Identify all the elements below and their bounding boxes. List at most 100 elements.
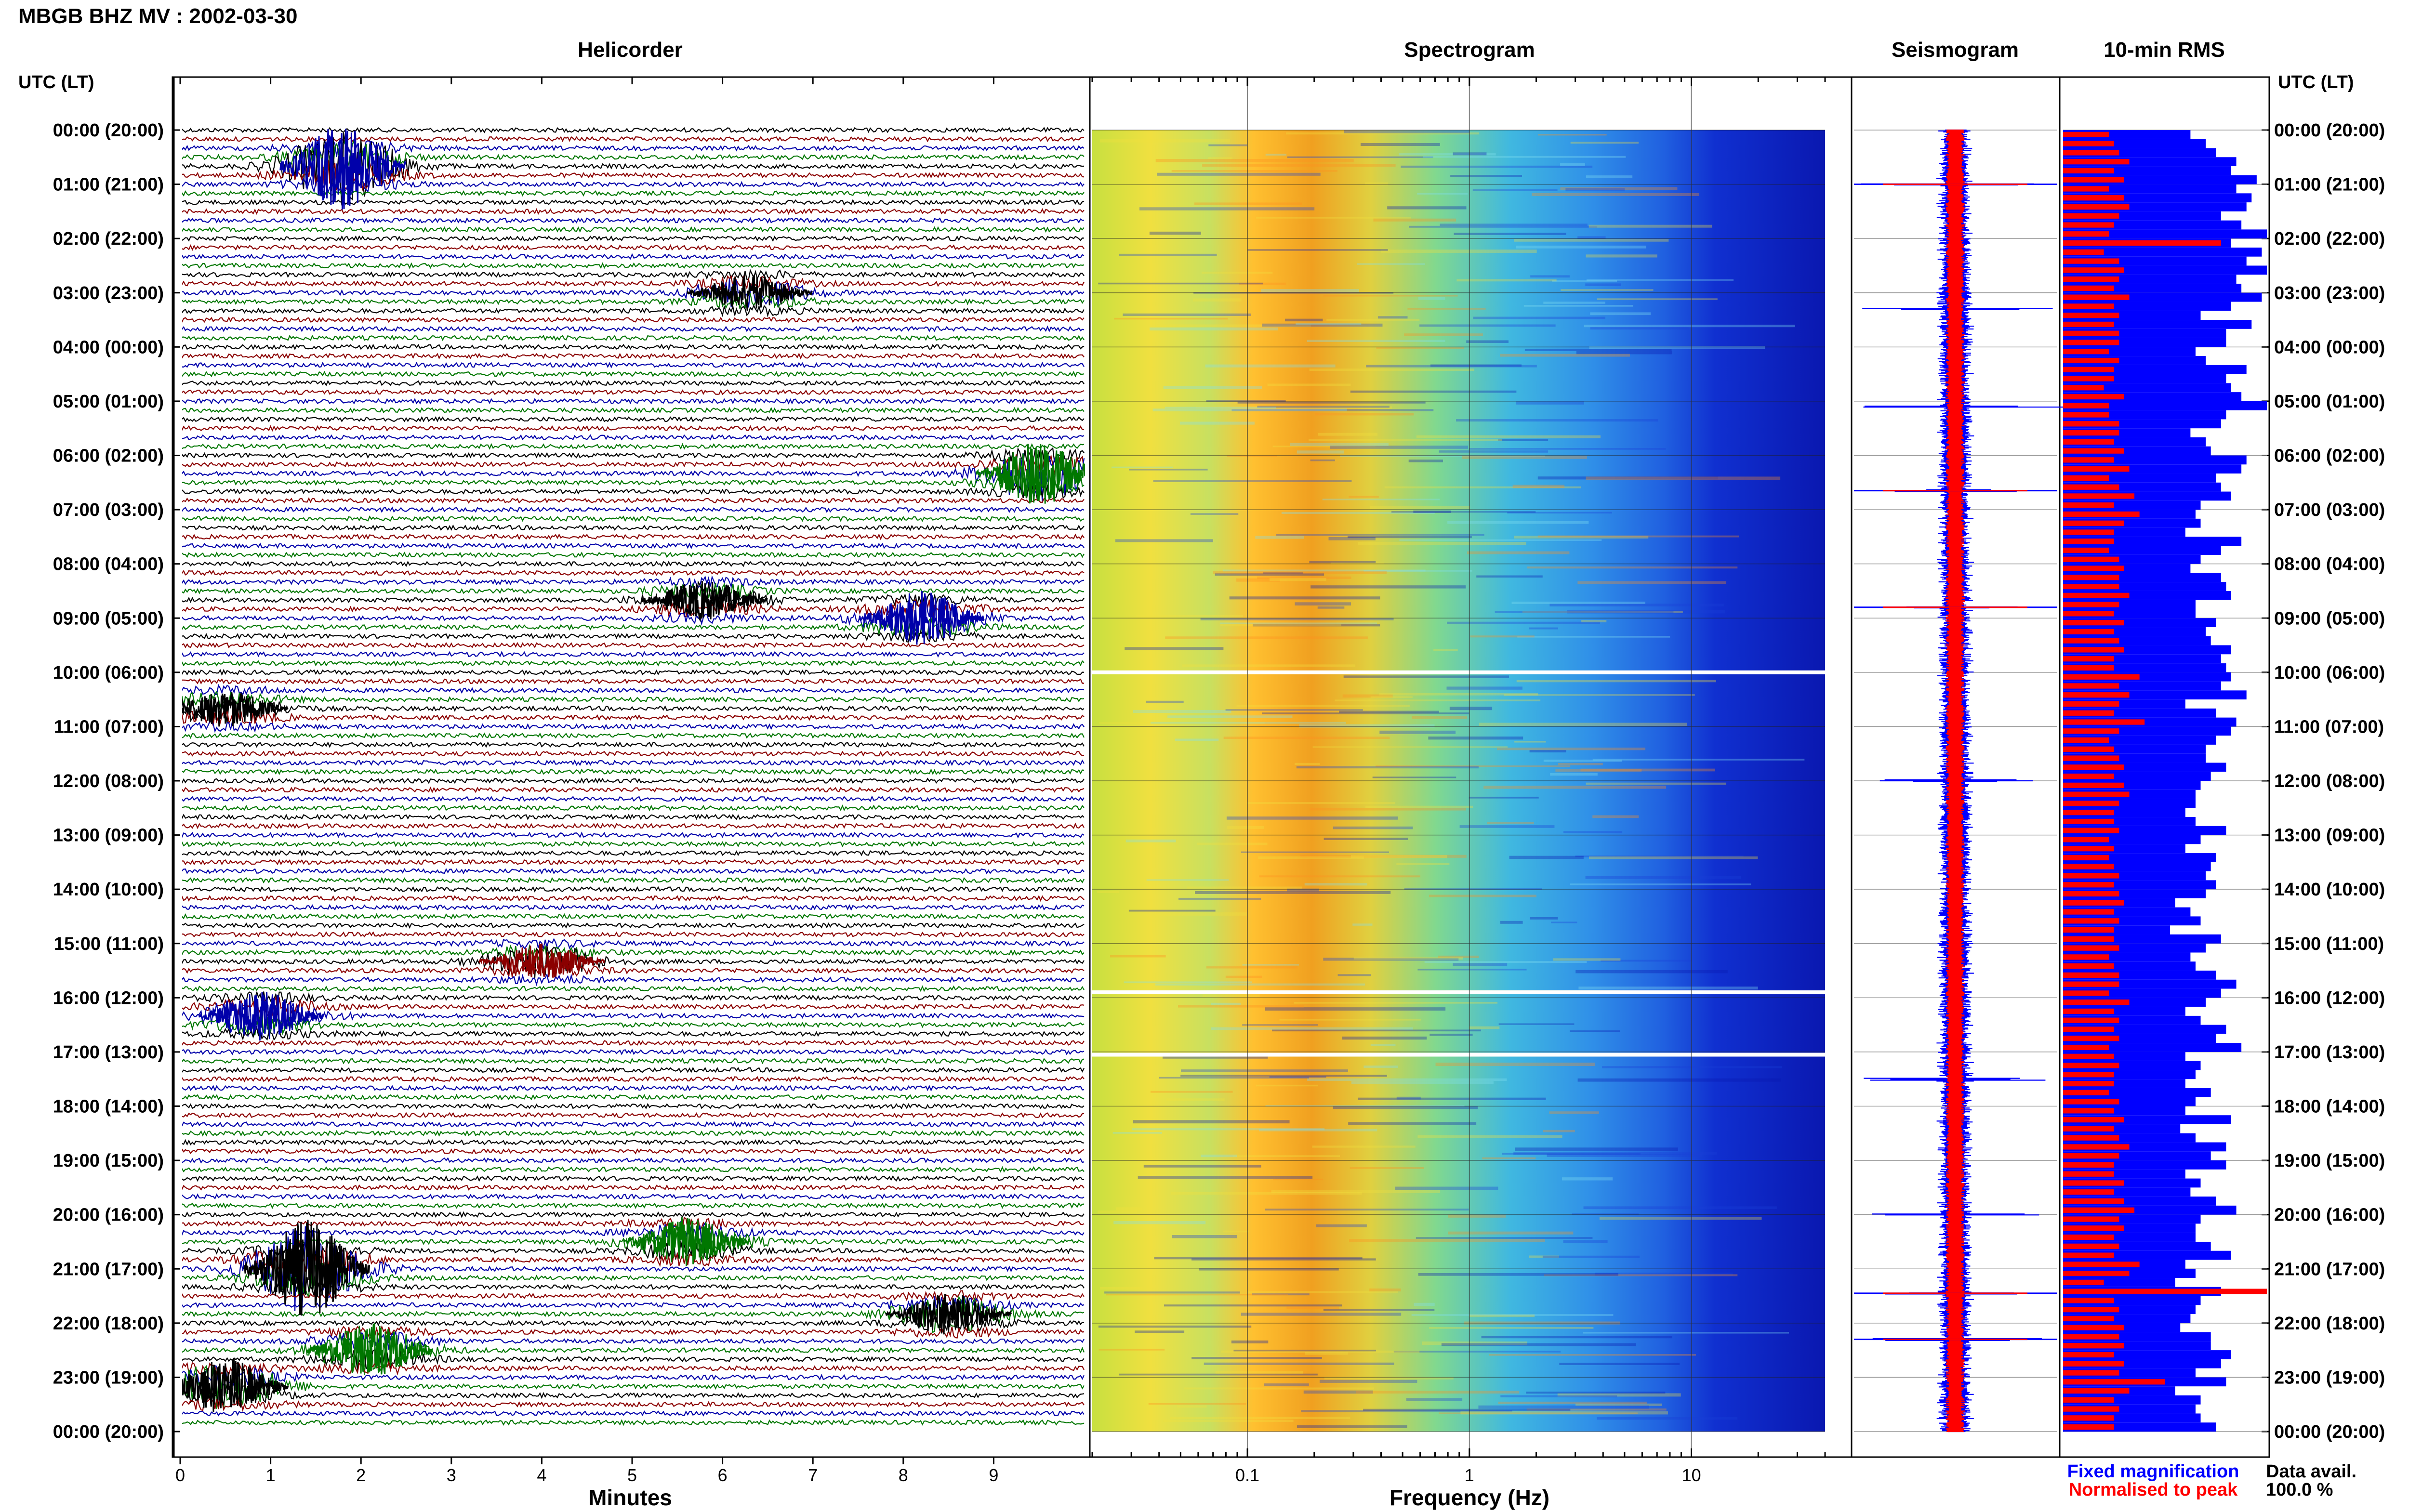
spectrogram-streak	[1286, 888, 1319, 892]
rms-bar-normalised	[2063, 1397, 2114, 1403]
spectrogram-streak	[1404, 333, 1483, 337]
spectrogram-streak	[1194, 202, 1303, 205]
spectrogram-streak	[1181, 1069, 1348, 1072]
helicorder-event	[243, 1220, 371, 1316]
helicorder-trace	[182, 425, 1085, 432]
helicorder-trace	[182, 598, 1085, 620]
rms-bar-normalised	[2063, 936, 2114, 942]
helicorder-trace	[182, 944, 1085, 961]
time-label-left: 14:00 (10:00)	[53, 880, 164, 900]
time-label-left: 04:00 (00:00)	[53, 337, 164, 357]
data-availability-value: 100.0 %	[2266, 1480, 2333, 1500]
spectrogram-streak	[1586, 254, 1657, 258]
spectrogram-streak	[1516, 245, 1646, 249]
rms-bar-normalised	[2063, 511, 2140, 517]
spectrogram-streak	[1263, 572, 1303, 574]
legend-normalised-to-peak: Normalised to peak	[2069, 1480, 2238, 1500]
spectrogram-streak	[1237, 401, 1426, 404]
rms-bar-normalised	[2063, 945, 2119, 951]
spectrogram-streak	[1516, 401, 1584, 405]
helicorder-trace	[182, 741, 1085, 748]
spectrogram-streak	[1322, 499, 1440, 500]
rms-bar-normalised	[2063, 340, 2119, 345]
rms-bar-normalised	[2063, 818, 2114, 825]
spectrogram-streak	[1236, 578, 1280, 582]
rms-bar-normalised	[2063, 620, 2124, 626]
helicorder-trace	[182, 938, 1085, 950]
spectrogram-streak	[1504, 694, 1695, 696]
rms-bar-normalised	[2063, 1379, 2165, 1385]
spectrogram-gap	[1092, 990, 1825, 995]
spectrogram-streak	[1182, 664, 1356, 667]
spectrogram-streak	[1143, 1165, 1261, 1168]
spectrogram-streak	[1193, 298, 1242, 302]
helicorder-trace	[182, 452, 1085, 476]
spectrogram-streak	[1265, 1007, 1446, 1011]
spectrogram-streak	[1355, 1391, 1520, 1394]
spectrogram-streak	[1191, 1357, 1322, 1359]
spectrogram-streak	[1396, 863, 1450, 865]
time-label-left: 13:00 (09:00)	[53, 826, 164, 846]
spectrogram-streak	[1601, 960, 1693, 962]
spectrogram-streak	[1256, 1084, 1318, 1087]
spectrogram-streak	[1191, 1258, 1376, 1261]
rms-bar-normalised	[2063, 972, 2119, 978]
rms-bar-normalised	[2063, 1090, 2109, 1095]
spectrogram-streak	[1498, 1023, 1575, 1025]
helicorder-trace	[182, 533, 1085, 540]
spectrogram-streak	[1370, 1044, 1396, 1046]
spectrogram-streak	[1286, 132, 1480, 135]
helicorder-trace	[182, 1130, 1085, 1137]
rms-bar-normalised	[2063, 475, 2109, 481]
minute-tick-label: 4	[537, 1465, 546, 1485]
time-label-left: 06:00 (02:00)	[53, 446, 164, 466]
spectrogram-streak	[1509, 855, 1584, 859]
spectrogram-streak	[1408, 460, 1443, 462]
rms-bar-normalised	[2063, 719, 2145, 725]
rms-bar-normalised	[2063, 412, 2109, 418]
helicorder-trace	[182, 407, 1085, 414]
helicorder-trace	[182, 542, 1085, 550]
spectrogram-streak	[1125, 647, 1224, 650]
helicorder-trace	[182, 453, 1085, 503]
rms-bar-normalised	[2063, 168, 2114, 174]
spectrogram-streak	[1529, 627, 1558, 630]
spectrogram-streak	[1412, 716, 1468, 719]
spectrogram-streak	[1112, 1132, 1163, 1134]
spectrogram-streak	[1526, 1392, 1666, 1394]
spectrogram-streak	[1179, 421, 1255, 425]
helicorder-trace	[182, 868, 1085, 875]
spectrogram-streak	[1387, 206, 1467, 210]
helicorder-trace	[182, 1112, 1084, 1118]
spectrogram-streak	[1241, 1313, 1402, 1316]
spectrogram-streak	[1197, 842, 1268, 845]
helicorder-trace	[182, 759, 1085, 766]
rms-title: 10-min RMS	[2104, 38, 2225, 62]
spectrogram-streak	[1557, 1393, 1681, 1397]
spectrogram-streak	[1396, 1096, 1421, 1100]
time-label-left: 11:00 (07:00)	[54, 717, 164, 737]
spectrogram-streak	[1417, 969, 1527, 971]
spectrogram-streak	[1132, 1128, 1325, 1131]
rms-bar-normalised	[2063, 1072, 2114, 1078]
spectrogram-streak	[1363, 1408, 1571, 1411]
spectrogram-streak	[1351, 1081, 1494, 1084]
spectrogram-streak	[1560, 187, 1678, 190]
helicorder-trace	[182, 253, 1085, 260]
spectrogram-streak	[1483, 786, 1667, 789]
helicorder-trace	[182, 1295, 1085, 1333]
spectrogram-streak	[1171, 170, 1337, 172]
rms-bar-normalised	[2063, 638, 2119, 644]
helicorder-trace	[182, 841, 1085, 848]
spectrogram-streak	[1200, 618, 1394, 620]
rms-bar-normalised	[2063, 195, 2124, 201]
helicorder-trace	[182, 1221, 1085, 1243]
spectrogram-streak	[1162, 1056, 1268, 1059]
rms-bar-normalised	[2063, 810, 2114, 815]
time-label-right: 02:00 (22:00)	[2274, 229, 2385, 249]
time-label-right: 08:00 (04:00)	[2274, 554, 2385, 575]
spectrogram-streak	[1135, 1330, 1185, 1333]
helicorder-trace	[182, 582, 1085, 600]
spectrogram-streak	[1584, 325, 1795, 328]
